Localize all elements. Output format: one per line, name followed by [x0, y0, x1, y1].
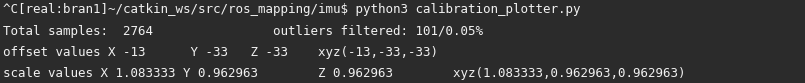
Text: Total samples:  2764                outliers filtered: 101/0.05%: Total samples: 2764 outliers filtered: 1…	[3, 25, 483, 38]
Text: offset values X -13      Y -33   Z -33    xyz(-13,-33,-33): offset values X -13 Y -33 Z -33 xyz(-13,…	[3, 46, 438, 59]
Text: ^C[real:bran1]~/catkin_ws/src/ros_mapping/imu$ python3 calibration_plotter.py: ^C[real:bran1]~/catkin_ws/src/ros_mappin…	[3, 3, 580, 16]
Text: scale values X 1.083333 Y 0.962963        Z 0.962963        xyz(1.083333,0.96296: scale values X 1.083333 Y 0.962963 Z 0.9…	[3, 67, 686, 80]
